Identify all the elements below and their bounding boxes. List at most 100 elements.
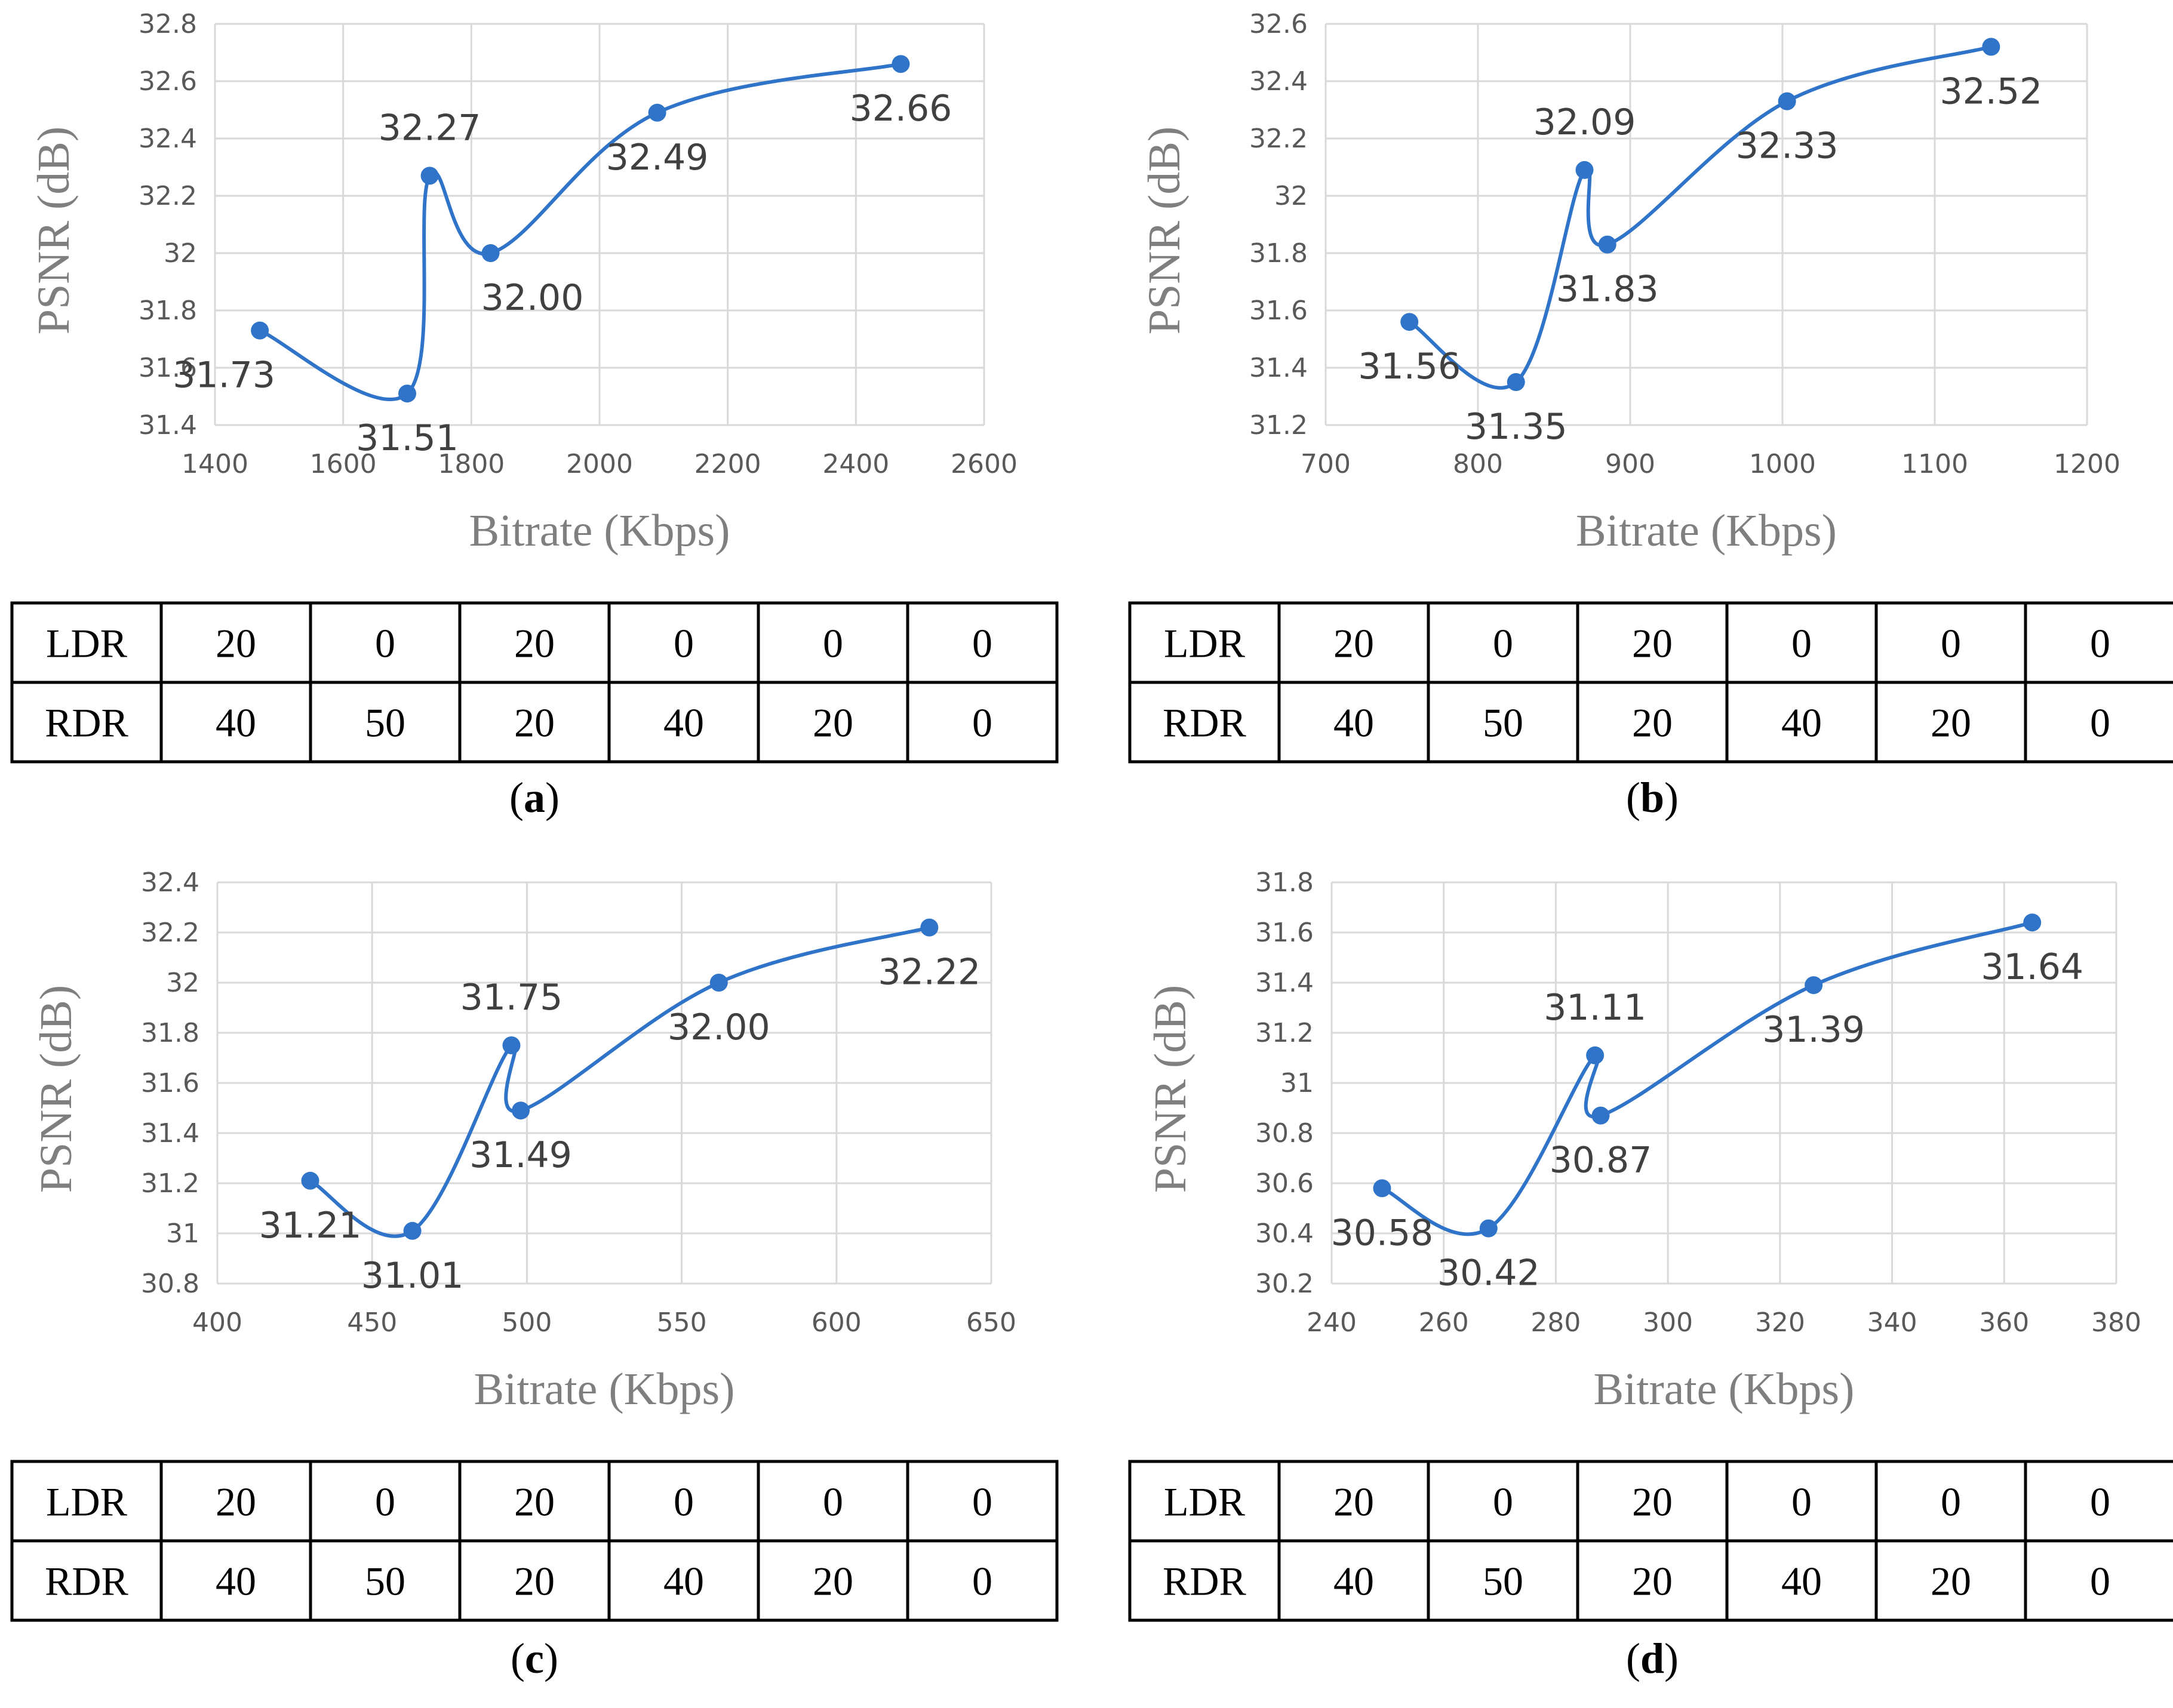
chart-panel-d: 240 260 280 300 320 340 360 380 30.2 30.4 30.6 30.8… [1128, 867, 2173, 1682]
data-point [892, 55, 910, 73]
panel-caption: (d) [1626, 1635, 1679, 1682]
x-axis-title: Bitrate (Kbps) [474, 1364, 735, 1414]
panel-caption: (a) [509, 774, 560, 821]
table-cell: 0 [674, 621, 694, 666]
data-point [1982, 38, 2000, 56]
y-tick-label: 31.2 [1255, 1018, 1314, 1048]
data-point [1778, 92, 1796, 110]
table-cell: 40 [663, 700, 704, 746]
data-point [709, 974, 728, 992]
table-row-header: RDR [45, 1559, 128, 1604]
table-cell: 40 [1333, 700, 1374, 746]
y-axis-title: PSNR (dB) [1139, 127, 1190, 334]
data-label: 30.87 [1550, 1140, 1652, 1181]
table-cell: 20 [1931, 700, 1971, 746]
data-point [920, 918, 939, 937]
y-tick-label: 32.4 [139, 124, 197, 154]
table-cell: 20 [1632, 700, 1673, 746]
data-point [648, 103, 666, 122]
data-label: 32.09 [1533, 101, 1636, 143]
y-tick-label: 31.4 [1249, 353, 1308, 383]
table-cell: 50 [365, 1559, 405, 1604]
data-label: 32.52 [1940, 70, 2042, 112]
y-tick-label: 30.6 [1255, 1168, 1314, 1199]
data-point [251, 321, 269, 340]
series-line [1407, 45, 1993, 390]
data-label: 31.51 [356, 417, 459, 459]
y-tick-label: 31.6 [139, 353, 197, 383]
y-tick-label: 32.4 [1249, 66, 1308, 97]
y-tick-label: 32 [1274, 181, 1308, 211]
y-tick-label: 30.4 [1255, 1218, 1314, 1249]
table-row-header: RDR [45, 700, 128, 746]
y-tick-label: 31.4 [1255, 968, 1314, 998]
table-cell: 0 [823, 1479, 843, 1525]
table-cell: 0 [1493, 621, 1513, 666]
table-cell: 20 [1931, 1559, 1971, 1604]
data-label: 31.49 [469, 1134, 572, 1176]
x-tick-label: 1100 [1901, 449, 1968, 479]
x-tick-label: 280 [1530, 1307, 1581, 1338]
table-cell: 20 [813, 1559, 853, 1604]
y-tick-label: 31.2 [1249, 410, 1308, 441]
data-point [1591, 1106, 1610, 1125]
data-point [1586, 1046, 1605, 1064]
y-tick-label: 32.6 [139, 66, 197, 97]
data-point [1805, 976, 1823, 995]
data-label: 31.73 [173, 355, 275, 396]
table-cell: 0 [375, 1479, 395, 1525]
y-tick-label: 31.8 [141, 1018, 199, 1048]
x-tick-label: 800 [1453, 449, 1503, 479]
data-label: 31.21 [259, 1205, 362, 1247]
y-tick-label: 32.2 [141, 918, 199, 948]
table-row-header: LDR [46, 1479, 128, 1525]
panel-caption: (b) [1626, 774, 1679, 821]
y-tick-label: 31.2 [141, 1168, 199, 1199]
data-point [512, 1101, 530, 1120]
parameter-table: LDR 20 0 20 0 0 0 RDR 40 50 20 40 20 0 [10, 601, 1059, 764]
data-point [1479, 1219, 1498, 1238]
table-row-header: LDR [1164, 1479, 1246, 1525]
table-cell: 0 [2090, 1559, 2110, 1604]
panel-caption-letter: c [525, 1635, 544, 1682]
x-tick-label: 2200 [694, 449, 761, 479]
table-cell: 20 [813, 700, 853, 746]
x-tick-label: 260 [1419, 1307, 1469, 1338]
data-label: 31.01 [361, 1255, 464, 1297]
data-point [502, 1036, 521, 1054]
chart-panel-a: 1400 1600 1800 2000 2200 2400 260031.431.631.8… [10, 9, 1059, 821]
x-tick-label: 2400 [822, 449, 889, 479]
data-label: 32.00 [481, 277, 584, 319]
x-axis-title: Bitrate (Kbps) [1594, 1364, 1855, 1414]
table-cell: 0 [375, 621, 395, 666]
parameter-table: LDR 20 0 20 0 0 0 RDR 40 50 20 40 20 0 [1128, 1460, 2173, 1622]
x-tick-label: 240 [1307, 1307, 1357, 1338]
y-tick-label: 31 [166, 1218, 199, 1249]
data-label: 31.83 [1556, 269, 1659, 310]
x-tick-label: 1200 [2054, 449, 2120, 479]
series-line [258, 62, 903, 401]
data-point [403, 1221, 422, 1240]
x-tick-label: 300 [1643, 1307, 1693, 1338]
data-label: 32.00 [668, 1007, 770, 1048]
data-point [2023, 913, 2042, 932]
y-axis-title: PSNR (dB) [31, 985, 81, 1193]
panel-caption-letter: b [1640, 774, 1664, 821]
y-tick-label: 30.2 [1255, 1269, 1314, 1299]
data-label: 32.49 [606, 137, 709, 179]
table-cell: 0 [1791, 1479, 1812, 1525]
x-tick-label: 550 [657, 1307, 707, 1338]
x-tick-label: 1400 [182, 449, 248, 479]
chart-panel-b: 700 800 900 1000 1100 1200 31.2 31.4 31.6 31.8 32 3… [1128, 9, 2173, 821]
table-cell: 40 [1781, 700, 1822, 746]
parameter-table: LDR 20 0 20 0 0 0 RDR 40 50 20 40 20 0 [1128, 601, 2173, 764]
table-cell: 20 [216, 1479, 256, 1525]
data-point [1575, 161, 1594, 179]
data-label: 30.58 [1331, 1212, 1434, 1254]
x-tick-label: 700 [1301, 449, 1351, 479]
data-point [301, 1171, 319, 1190]
data-label: 32.27 [379, 107, 481, 149]
data-label: 32.66 [850, 88, 952, 130]
data-label: 30.42 [1437, 1252, 1540, 1294]
